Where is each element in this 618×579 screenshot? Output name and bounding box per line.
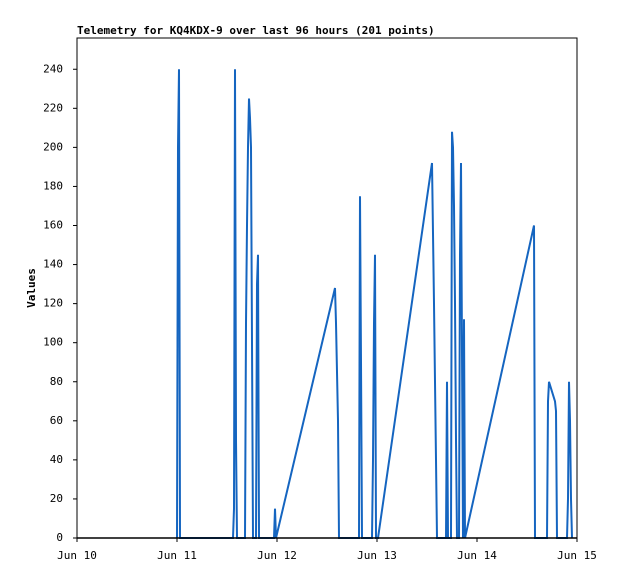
data-line (176, 69, 573, 539)
y-tick-label: 160 (43, 219, 63, 232)
x-tick-label: Jun 10 (57, 549, 97, 562)
y-axis-label: Values (25, 268, 38, 308)
y-tick-label: 80 (50, 375, 63, 388)
y-tick-label: 40 (50, 453, 63, 466)
y-tick-label: 100 (43, 336, 63, 349)
x-tick-label: Jun 15 (557, 549, 597, 562)
y-tick-label: 200 (43, 140, 63, 153)
x-tick-label: Jun 11 (157, 549, 197, 562)
x-tick-label: Jun 12 (257, 549, 297, 562)
y-tick-label: 60 (50, 414, 63, 427)
y-tick-label: 240 (43, 62, 63, 75)
y-tick-label: 20 (50, 492, 63, 505)
y-tick-label: 180 (43, 179, 63, 192)
y-tick-label: 140 (43, 258, 63, 271)
y-tick-label: 220 (43, 101, 63, 114)
x-tick-label: Jun 13 (357, 549, 397, 562)
y-tick-label: 0 (56, 531, 63, 544)
plot-area (76, 37, 578, 539)
x-tick-label: Jun 14 (457, 549, 497, 562)
y-tick-label: 120 (43, 297, 63, 310)
chart-title: Telemetry for KQ4KDX-9 over last 96 hour… (77, 24, 435, 37)
